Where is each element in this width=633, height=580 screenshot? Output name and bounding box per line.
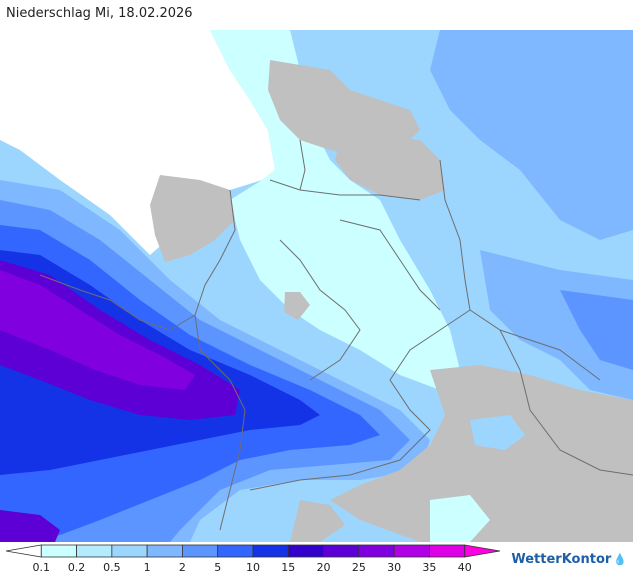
legend-label: 35 [422, 561, 436, 574]
precip-patch-southeast [430, 495, 490, 542]
dry-land-netherlands [150, 175, 235, 262]
legend-label: 0.2 [68, 561, 86, 574]
legend-swatch [5, 544, 42, 558]
legend-swatch [393, 544, 430, 558]
light-precip-zone [210, 30, 460, 390]
legend-swatch [429, 544, 466, 558]
legend-label: 25 [352, 561, 366, 574]
legend-swatch [464, 544, 501, 558]
heavy-band-peak [0, 270, 195, 390]
legend-label: 40 [458, 561, 472, 574]
legend-swatch [182, 544, 219, 558]
east-precip [480, 250, 633, 400]
country-borders [39, 139, 633, 531]
legend-swatch [217, 544, 254, 558]
legend-label: 1 [144, 561, 151, 574]
map-title: Niederschlag Mi, 18.02.2026 [6, 6, 193, 21]
legend-label: 15 [281, 561, 295, 574]
dry-land-alps-west [290, 500, 345, 542]
raindrop-icon: 💧 [613, 553, 627, 566]
legend-swatch [40, 544, 77, 558]
dry-land-north-germany [335, 135, 445, 200]
legend-label: 2 [179, 561, 186, 574]
legend-color-scale [5, 544, 501, 558]
legend-swatch [146, 544, 183, 558]
legend-swatch [76, 544, 113, 558]
dry-land-denmark [268, 60, 420, 155]
legend-label: 0.5 [103, 561, 121, 574]
wetterkontor-logo: WetterKontor 💧 [511, 552, 627, 567]
northeast-precip [430, 30, 633, 240]
dry-land-southeast [330, 365, 633, 542]
legend-swatch [358, 544, 395, 558]
legend-swatch [287, 544, 324, 558]
brand-name: WetterKontor [511, 552, 612, 567]
legend-labels: 0.1 0.2 0.5 1 2 5 10 15 20 25 30 35 40 [33, 561, 472, 574]
precipitation-legend: 0.1 0.2 0.5 1 2 5 10 15 20 25 30 35 40 [5, 544, 501, 574]
southwest-core [0, 510, 60, 542]
legend-label: 10 [246, 561, 260, 574]
east-precip-core [560, 290, 633, 370]
legend-swatch [111, 544, 148, 558]
legend-label: 30 [387, 561, 401, 574]
precipitation-map [0, 30, 633, 542]
precip-patch-alps [470, 415, 525, 450]
dry-land-small [284, 292, 310, 320]
legend-swatch [323, 544, 360, 558]
legend-swatch [252, 544, 289, 558]
legend-label: 5 [214, 561, 221, 574]
legend-label: 20 [317, 561, 331, 574]
legend-label: 0.1 [33, 561, 51, 574]
